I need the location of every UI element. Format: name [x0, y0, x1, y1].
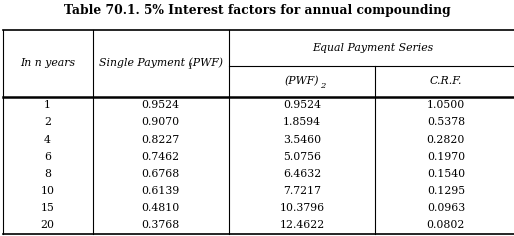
Text: 0.2820: 0.2820 [427, 135, 465, 144]
Text: 6: 6 [44, 152, 51, 162]
Text: 0.8227: 0.8227 [141, 135, 180, 144]
Text: 10: 10 [41, 186, 54, 196]
Text: C.R.F.: C.R.F. [430, 76, 462, 86]
Text: 10.3796: 10.3796 [280, 203, 324, 213]
Text: 0.1295: 0.1295 [427, 186, 465, 196]
Text: 7.7217: 7.7217 [283, 186, 321, 196]
Text: 20: 20 [41, 220, 54, 230]
Text: 8: 8 [44, 169, 51, 179]
Text: 1: 1 [44, 100, 51, 110]
Text: In n years: In n years [20, 58, 75, 68]
Text: 1: 1 [187, 63, 193, 71]
Text: 15: 15 [41, 203, 54, 213]
Text: 0.6139: 0.6139 [141, 186, 180, 196]
Text: 0.9524: 0.9524 [142, 100, 179, 110]
Text: (PWF): (PWF) [285, 76, 319, 87]
Text: 6.4632: 6.4632 [283, 169, 321, 179]
Text: 0.1540: 0.1540 [427, 169, 465, 179]
Text: 2: 2 [320, 82, 325, 90]
Text: 0.6768: 0.6768 [141, 169, 180, 179]
Text: 1.8594: 1.8594 [283, 118, 321, 127]
Text: 12.4622: 12.4622 [279, 220, 325, 230]
Text: 3.5460: 3.5460 [283, 135, 321, 144]
Text: 0.0963: 0.0963 [427, 203, 465, 213]
Text: 0.9524: 0.9524 [283, 100, 321, 110]
Text: 2: 2 [44, 118, 51, 127]
Text: Equal Payment Series: Equal Payment Series [312, 43, 433, 53]
Text: Single Payment (PWF): Single Payment (PWF) [99, 58, 223, 68]
Text: Table 70.1. 5% Interest factors for annual compounding: Table 70.1. 5% Interest factors for annu… [64, 4, 450, 17]
Text: 5.0756: 5.0756 [283, 152, 321, 162]
Text: 0.7462: 0.7462 [141, 152, 180, 162]
Text: 0.3768: 0.3768 [141, 220, 180, 230]
Text: 0.5378: 0.5378 [427, 118, 465, 127]
Text: 4: 4 [44, 135, 51, 144]
Text: 0.0802: 0.0802 [427, 220, 465, 230]
Text: 0.4810: 0.4810 [141, 203, 180, 213]
Text: 0.9070: 0.9070 [141, 118, 180, 127]
Text: 0.1970: 0.1970 [427, 152, 465, 162]
Text: 1.0500: 1.0500 [427, 100, 465, 110]
